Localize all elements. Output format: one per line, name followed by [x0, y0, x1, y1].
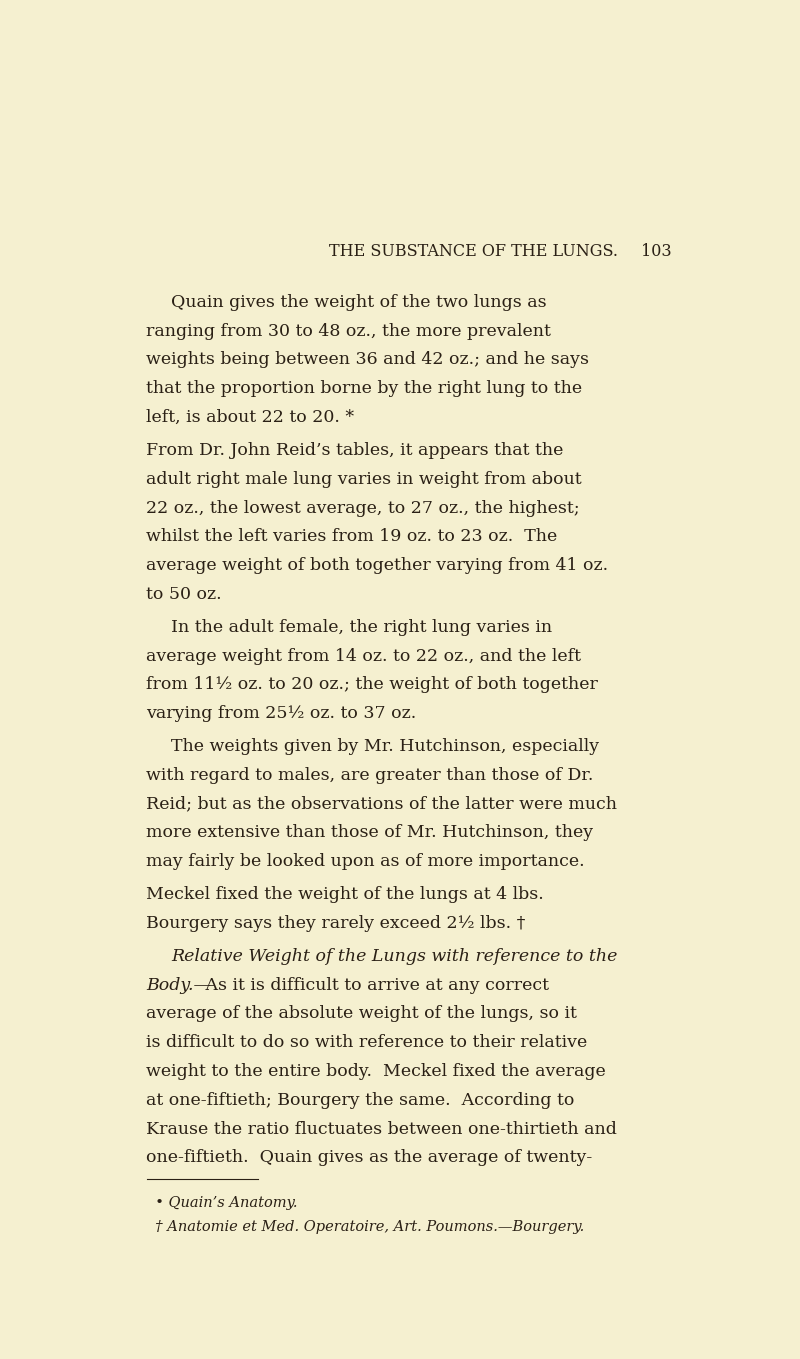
Text: ranging from 30 to 48 oz., the more prevalent: ranging from 30 to 48 oz., the more prev…: [146, 322, 551, 340]
Text: 103: 103: [641, 243, 671, 260]
Text: from 11½ oz. to 20 oz.; the weight of both together: from 11½ oz. to 20 oz.; the weight of bo…: [146, 677, 598, 693]
Text: Body.—: Body.—: [146, 977, 211, 993]
Text: weights being between 36 and 42 oz.; and he says: weights being between 36 and 42 oz.; and…: [146, 352, 590, 368]
Text: weight to the entire body.  Meckel fixed the average: weight to the entire body. Meckel fixed …: [146, 1063, 606, 1080]
Text: From Dr. John Reid’s tables, it appears that the: From Dr. John Reid’s tables, it appears …: [146, 442, 564, 459]
Text: Meckel fixed the weight of the lungs at 4 lbs.: Meckel fixed the weight of the lungs at …: [146, 886, 544, 904]
Text: † Anatomie et Med. Operatoire, Art. Poumons.—Bourgery.: † Anatomie et Med. Operatoire, Art. Poum…: [146, 1219, 585, 1234]
Text: The weights given by Mr. Hutchinson, especially: The weights given by Mr. Hutchinson, esp…: [171, 738, 599, 756]
Text: average weight of both together varying from 41 oz.: average weight of both together varying …: [146, 557, 609, 573]
Text: average of the absolute weight of the lungs, so it: average of the absolute weight of the lu…: [146, 1006, 578, 1022]
Text: 22 oz., the lowest average, to 27 oz., the highest;: 22 oz., the lowest average, to 27 oz., t…: [146, 500, 580, 516]
Text: adult right male lung varies in weight from about: adult right male lung varies in weight f…: [146, 470, 582, 488]
Text: at one-fiftieth; Bourgery the same.  According to: at one-fiftieth; Bourgery the same. Acco…: [146, 1091, 575, 1109]
Text: As it is difficult to arrive at any correct: As it is difficult to arrive at any corr…: [200, 977, 549, 993]
Text: THE SUBSTANCE OF THE LUNGS.: THE SUBSTANCE OF THE LUNGS.: [330, 243, 618, 260]
Text: Quain gives the weight of the two lungs as: Quain gives the weight of the two lungs …: [171, 294, 547, 311]
Text: varying from 25½ oz. to 37 oz.: varying from 25½ oz. to 37 oz.: [146, 705, 417, 722]
Text: is difficult to do so with reference to their relative: is difficult to do so with reference to …: [146, 1034, 588, 1052]
Text: with regard to males, are greater than those of Dr.: with regard to males, are greater than t…: [146, 766, 594, 784]
Text: one-fiftieth.  Quain gives as the average of twenty-: one-fiftieth. Quain gives as the average…: [146, 1150, 593, 1166]
Text: Relative Weight of the Lungs with reference to the: Relative Weight of the Lungs with refere…: [171, 947, 618, 965]
Text: may fairly be looked upon as of more importance.: may fairly be looked upon as of more imp…: [146, 853, 585, 870]
Text: In the adult female, the right lung varies in: In the adult female, the right lung vari…: [171, 618, 553, 636]
Text: Bourgery says they rarely exceed 2½ lbs. †: Bourgery says they rarely exceed 2½ lbs.…: [146, 915, 526, 932]
Text: • Quain’s Anatomy.: • Quain’s Anatomy.: [146, 1196, 298, 1210]
Text: left, is about 22 to 20. *: left, is about 22 to 20. *: [146, 409, 354, 425]
Text: to 50 oz.: to 50 oz.: [146, 586, 222, 603]
Text: whilst the left varies from 19 oz. to 23 oz.  The: whilst the left varies from 19 oz. to 23…: [146, 529, 558, 545]
Text: that the proportion borne by the right lung to the: that the proportion borne by the right l…: [146, 381, 582, 397]
Text: average weight from 14 oz. to 22 oz., and the left: average weight from 14 oz. to 22 oz., an…: [146, 648, 582, 665]
Text: Krause the ratio fluctuates between one-thirtieth and: Krause the ratio fluctuates between one-…: [146, 1121, 618, 1137]
Text: more extensive than those of Mr. Hutchinson, they: more extensive than those of Mr. Hutchin…: [146, 825, 594, 841]
Text: Reid; but as the observations of the latter were much: Reid; but as the observations of the lat…: [146, 795, 618, 813]
